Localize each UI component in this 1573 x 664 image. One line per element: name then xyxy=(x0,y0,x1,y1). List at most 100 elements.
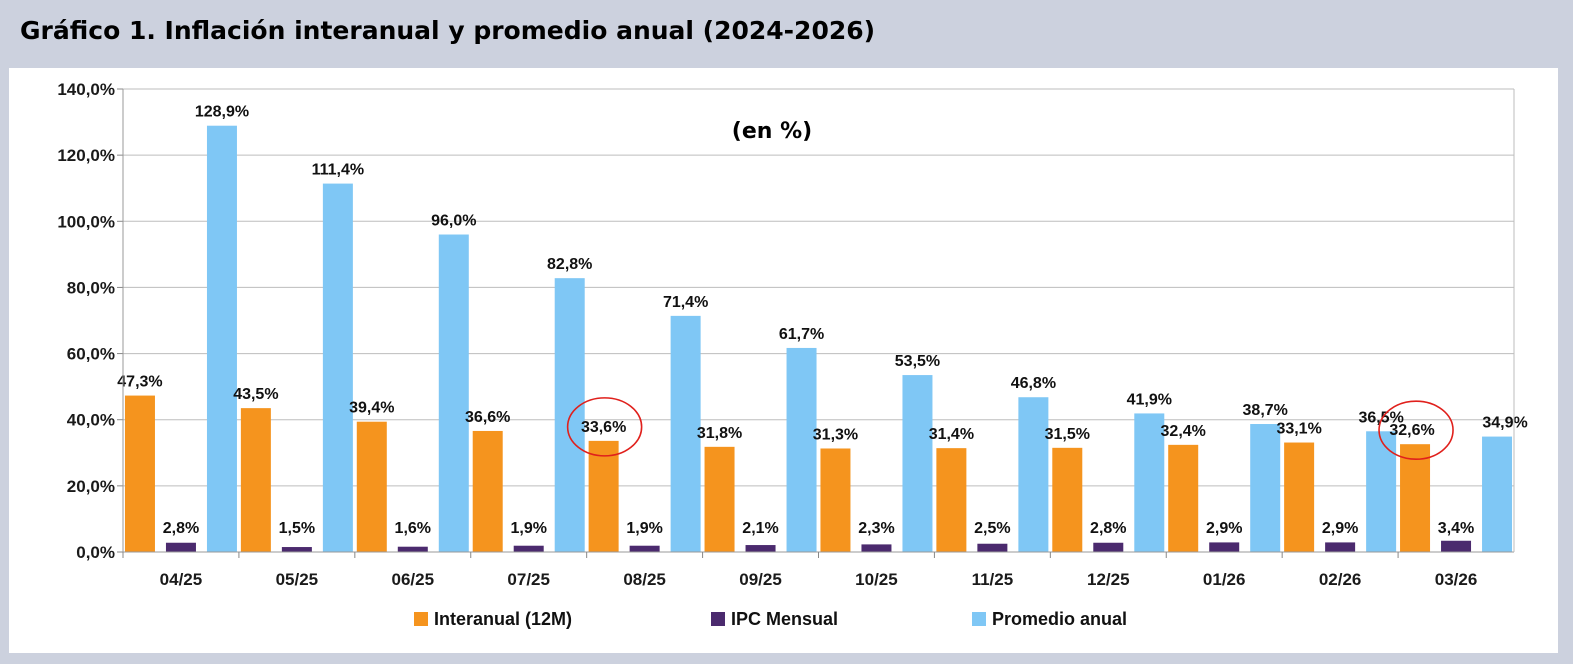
x-tick-label: 05/25 xyxy=(276,570,319,589)
data-label-ipc-mensual: 2,1% xyxy=(742,520,778,537)
bars-layer xyxy=(124,125,1513,552)
x-tick-label: 02/26 xyxy=(1319,570,1362,589)
title-bar: Gráfico 1. Inflación interanual y promed… xyxy=(0,0,1573,66)
bar-promedio-anual xyxy=(1018,397,1049,552)
bar-promedio-anual xyxy=(670,315,701,552)
legend-label-ipc-mensual: IPC Mensual xyxy=(731,609,838,629)
data-label-ipc-mensual: 2,9% xyxy=(1206,520,1242,537)
bar-interanual xyxy=(588,440,619,552)
x-tick-label: 01/26 xyxy=(1203,570,1246,589)
data-label-ipc-mensual: 1,9% xyxy=(510,520,546,537)
bar-promedio-anual xyxy=(206,125,237,552)
data-label-interanual: 39,4% xyxy=(349,400,394,417)
x-tick-label: 07/25 xyxy=(507,570,550,589)
bar-promedio-anual xyxy=(554,278,585,552)
x-tick-label: 09/25 xyxy=(739,570,782,589)
grid-layer xyxy=(123,88,1514,553)
bar-interanual xyxy=(472,430,503,552)
data-label-interanual: 31,3% xyxy=(813,426,858,443)
highlight-circle xyxy=(566,397,643,457)
data-label-promedio-anual: 46,8% xyxy=(1011,375,1056,392)
y-tick-label: 20,0% xyxy=(67,477,115,496)
highlight-layer xyxy=(566,397,1454,460)
y-tick-label: 60,0% xyxy=(67,345,115,364)
data-label-ipc-mensual: 3,4% xyxy=(1438,520,1474,537)
data-label-ipc-mensual: 1,9% xyxy=(626,520,662,537)
highlight-circle xyxy=(1378,400,1454,460)
y-tick-label: 100,0% xyxy=(57,212,115,231)
bar-interanual xyxy=(1168,444,1199,552)
labels-layer: 47,3% 2,8% 128,9% 43,5% 1,5% 111,4% 39,4% 1,6% 9… xyxy=(117,104,1527,537)
bar-ipc-mensual xyxy=(629,545,660,552)
bar-interanual xyxy=(1284,442,1315,552)
data-label-promedio-anual: 38,7% xyxy=(1243,402,1288,419)
bar-ipc-mensual xyxy=(861,544,892,552)
data-label-interanual: 33,6% xyxy=(581,419,626,436)
x-tick-label: 03/26 xyxy=(1435,570,1478,589)
data-label-promedio-anual: 36,5% xyxy=(1358,409,1403,426)
bar-promedio-anual xyxy=(438,234,469,552)
bar-interanual xyxy=(1400,444,1431,552)
x-tick-label: 11/25 xyxy=(972,570,1014,589)
legend: Interanual (12M) IPC Mensual Promedio anua… xyxy=(414,609,1127,629)
bar-ipc-mensual xyxy=(1325,542,1356,552)
bar-interanual xyxy=(704,446,735,552)
bar-interanual xyxy=(356,421,387,552)
x-tick-label: 08/25 xyxy=(623,570,666,589)
bar-ipc-mensual xyxy=(1441,540,1472,552)
y-tick-label: 140,0% xyxy=(57,80,115,99)
data-label-promedio-anual: 96,0% xyxy=(431,213,476,230)
data-label-promedio-anual: 111,4% xyxy=(312,162,365,179)
bar-ipc-mensual xyxy=(397,546,428,552)
data-label-ipc-mensual: 2,8% xyxy=(163,520,199,537)
data-label-ipc-mensual: 2,9% xyxy=(1322,520,1358,537)
bar-promedio-anual xyxy=(1250,424,1281,552)
data-label-promedio-anual: 82,8% xyxy=(547,256,592,273)
y-tick-label: 120,0% xyxy=(57,146,115,165)
data-label-interanual: 33,1% xyxy=(1276,421,1321,438)
chart-panel: 47,3% 2,8% 128,9% 43,5% 1,5% 111,4% 39,4% 1,6% 9… xyxy=(9,68,1558,653)
y-tick-label: 40,0% xyxy=(67,411,115,430)
axis-layer: 0,0% 20,0% 40,0% 60,0% 80,0% 100,0% 120,0% 140,… xyxy=(57,80,1515,589)
bar-ipc-mensual xyxy=(165,542,196,552)
data-label-promedio-anual: 34,9% xyxy=(1482,415,1527,432)
y-tick-label: 0,0% xyxy=(76,543,115,562)
bar-ipc-mensual xyxy=(281,547,312,552)
bar-interanual xyxy=(1052,447,1083,552)
data-label-ipc-mensual: 1,6% xyxy=(395,520,431,537)
data-label-interanual: 31,8% xyxy=(697,425,742,442)
bar-ipc-mensual xyxy=(977,543,1008,552)
bar-interanual xyxy=(820,448,851,552)
data-label-interanual: 36,6% xyxy=(465,409,510,426)
data-label-interanual: 31,5% xyxy=(1045,426,1090,443)
x-tick-label: 06/25 xyxy=(392,570,435,589)
data-label-ipc-mensual: 2,8% xyxy=(1090,520,1126,537)
x-tick-label: 04/25 xyxy=(160,570,203,589)
legend-label-promedio-anual: Promedio anual xyxy=(992,609,1127,629)
bar-promedio-anual xyxy=(1482,436,1513,552)
bar-ipc-mensual xyxy=(745,545,776,552)
data-label-ipc-mensual: 2,5% xyxy=(974,520,1010,537)
data-label-interanual: 32,6% xyxy=(1389,422,1434,439)
legend-swatch-ipc-mensual xyxy=(711,612,725,626)
data-label-promedio-anual: 41,9% xyxy=(1127,391,1172,408)
x-tick-label: 12/25 xyxy=(1087,570,1130,589)
data-label-promedio-anual: 53,5% xyxy=(895,353,940,370)
data-label-promedio-anual: 71,4% xyxy=(663,294,708,311)
data-label-ipc-mensual: 2,3% xyxy=(858,520,894,537)
bar-promedio-anual xyxy=(902,375,933,552)
data-label-interanual: 47,3% xyxy=(117,374,162,391)
bar-interanual xyxy=(124,395,155,552)
data-label-interanual: 32,4% xyxy=(1161,423,1206,440)
bar-ipc-mensual xyxy=(1093,542,1124,552)
page-title: Gráfico 1. Inflación interanual y promed… xyxy=(20,16,876,45)
bar-ipc-mensual xyxy=(1209,542,1240,552)
bar-promedio-anual xyxy=(322,183,353,552)
data-label-interanual: 31,4% xyxy=(929,426,974,443)
legend-swatch-promedio-anual xyxy=(972,612,986,626)
data-label-promedio-anual: 61,7% xyxy=(779,326,824,343)
bar-promedio-anual xyxy=(1366,431,1397,552)
bar-promedio-anual xyxy=(786,347,817,552)
legend-swatch-interanual xyxy=(414,612,428,626)
data-label-promedio-anual: 128,9% xyxy=(195,104,249,121)
